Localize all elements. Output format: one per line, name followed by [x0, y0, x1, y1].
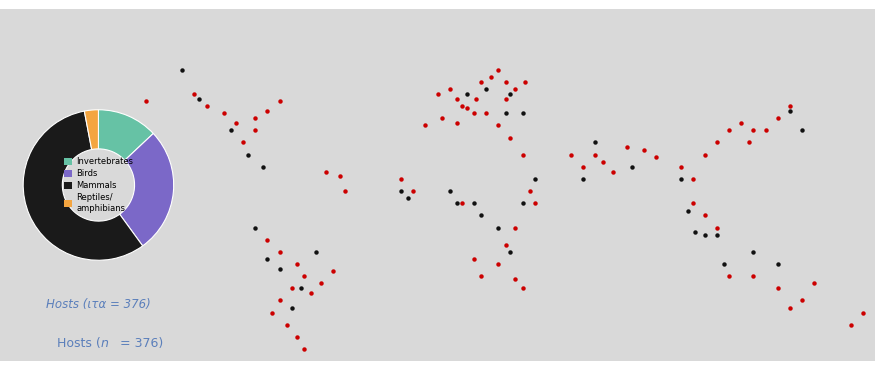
Wedge shape: [84, 110, 99, 149]
Text: Hosts (: Hosts (: [57, 337, 101, 350]
Wedge shape: [120, 134, 173, 246]
Wedge shape: [98, 110, 153, 160]
Legend: Invertebrates, Birds, Mammals, Reptiles/
amphibians: Invertebrates, Birds, Mammals, Reptiles/…: [64, 157, 133, 213]
Text: n: n: [101, 337, 108, 350]
Text: Hosts (ιτα = 376): Hosts (ιτα = 376): [46, 298, 150, 311]
Text: = 376): = 376): [116, 337, 164, 350]
Wedge shape: [24, 111, 143, 260]
